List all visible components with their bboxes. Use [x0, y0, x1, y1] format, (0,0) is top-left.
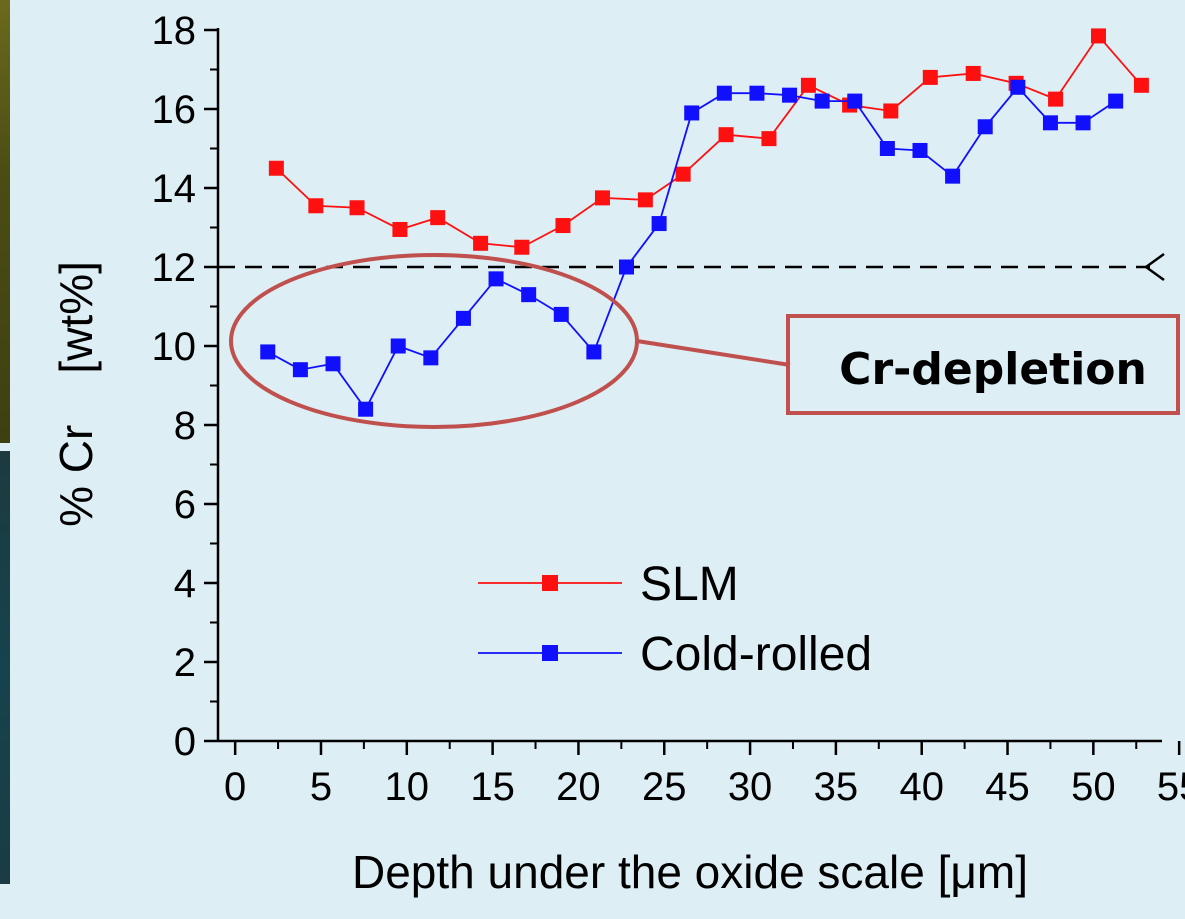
data-point-cold-rolled: [847, 93, 863, 109]
y-axis-title: % Cr [wt%]: [50, 261, 102, 527]
annotation-box: [786, 314, 1180, 415]
data-point-cold-rolled: [618, 259, 634, 275]
legend-marker-slm: [542, 575, 558, 591]
data-point-cold-rolled: [553, 306, 569, 322]
data-point-cold-rolled: [423, 350, 439, 366]
y-tick-label: 4: [174, 562, 196, 606]
depletion-ellipse: [229, 253, 639, 429]
data-point-cold-rolled: [390, 338, 406, 354]
reference-line-arrow: [1143, 252, 1165, 282]
series-layer: [260, 28, 1149, 417]
data-point-slm: [308, 198, 324, 214]
x-tick-label: 20: [556, 765, 601, 809]
x-tick-label: 40: [899, 765, 944, 809]
y-tick-label: 18: [152, 9, 197, 53]
x-tick-label: 5: [310, 765, 332, 809]
data-point-slm: [965, 65, 981, 81]
data-point-slm: [675, 166, 691, 182]
axes: 0 2 4 6 8 10 12 14 16 18 0 5 10 15 20 25 30 35 40 45 50 55: [152, 9, 1185, 809]
x-tick-label: 30: [728, 765, 773, 809]
data-point-cold-rolled: [1108, 93, 1124, 109]
y-tick-label: 10: [152, 325, 197, 369]
data-point-cold-rolled: [651, 216, 667, 232]
x-tick-label: 35: [814, 765, 859, 809]
data-point-cold-rolled: [292, 362, 308, 378]
x-tick-label: 0: [224, 765, 246, 809]
data-point-slm: [718, 127, 734, 143]
data-point-cold-rolled: [260, 344, 276, 360]
data-point-cold-rolled: [1042, 115, 1058, 131]
data-point-cold-rolled: [1010, 79, 1026, 95]
legend-marker-cold-rolled: [542, 645, 558, 661]
data-point-slm: [883, 103, 899, 119]
data-point-cold-rolled: [912, 142, 928, 158]
data-point-cold-rolled: [684, 105, 700, 121]
data-point-slm: [430, 210, 446, 226]
x-tick-label: 55: [1157, 765, 1185, 809]
data-point-cold-rolled: [1075, 115, 1091, 131]
data-point-cold-rolled: [945, 168, 961, 184]
side-image-bottom: [0, 451, 10, 884]
data-point-cold-rolled: [325, 356, 341, 372]
legend-label-slm: SLM: [640, 558, 739, 611]
data-point-slm: [473, 235, 489, 251]
data-point-cold-rolled: [716, 85, 732, 101]
x-tick-label: 25: [642, 765, 687, 809]
reference-line-layer: [218, 252, 1165, 282]
data-point-slm: [514, 239, 530, 255]
data-point-slm: [922, 69, 938, 85]
data-point-cold-rolled: [749, 85, 765, 101]
y-tick-label: 0: [174, 720, 196, 764]
data-point-slm: [555, 218, 571, 234]
y-tick-label: 8: [174, 404, 196, 448]
data-point-cold-rolled: [782, 87, 798, 103]
side-image-top: [0, 0, 10, 443]
legend: SLM Cold-rolled: [478, 558, 872, 681]
y-tick-label: 2: [174, 641, 196, 685]
annotation-layer: Cr-depletion: [229, 253, 1180, 429]
data-point-slm: [349, 200, 365, 216]
data-point-cold-rolled: [977, 119, 993, 135]
series-line-slm: [275, 34, 1143, 249]
y-tick-label: 16: [152, 88, 197, 132]
x-tick-label: 50: [1071, 765, 1116, 809]
data-point-slm: [392, 221, 408, 237]
y-tick-label: 6: [174, 483, 196, 527]
data-point-slm: [637, 192, 653, 208]
data-point-slm: [594, 190, 610, 206]
data-point-cold-rolled: [455, 310, 471, 326]
data-point-slm: [268, 160, 284, 176]
data-point-slm: [761, 131, 777, 147]
data-point-slm: [1133, 77, 1149, 93]
y-tick-label: 12: [152, 246, 197, 290]
y-tick-label: 14: [152, 167, 197, 211]
data-point-slm: [1048, 91, 1064, 107]
data-point-cold-rolled: [521, 287, 537, 303]
data-point-slm: [800, 77, 816, 93]
x-axis-title: Depth under the oxide scale [μm]: [352, 846, 1028, 898]
x-tick-label: 10: [385, 765, 430, 809]
legend-label-cold-rolled: Cold-rolled: [640, 628, 872, 681]
data-point-cold-rolled: [358, 401, 374, 417]
x-tick-label: 15: [470, 765, 515, 809]
annotation-label: Cr-depletion: [839, 344, 1147, 395]
x-tick-label: 45: [985, 765, 1030, 809]
annotation-leader-line: [636, 339, 791, 367]
data-point-cold-rolled: [879, 141, 895, 156]
data-point-cold-rolled: [586, 344, 602, 360]
data-point-cold-rolled: [814, 93, 830, 109]
data-point-cold-rolled: [488, 271, 504, 287]
data-point-slm: [1090, 28, 1106, 44]
